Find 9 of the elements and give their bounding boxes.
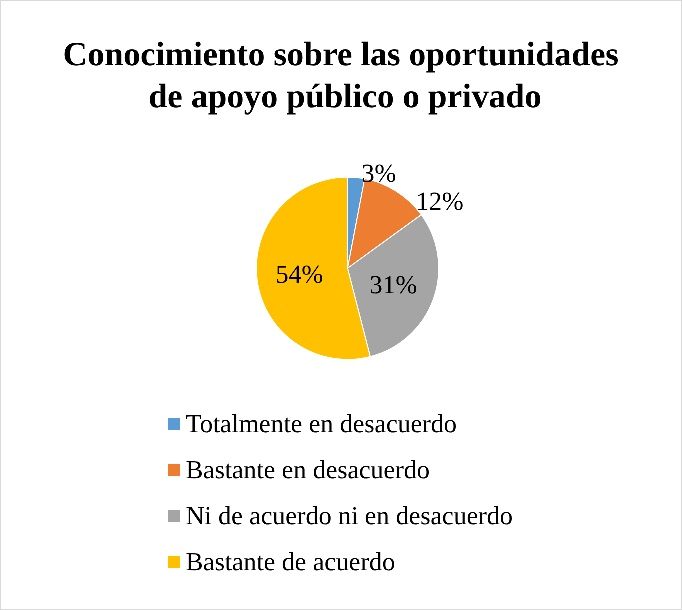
data-label: 31%	[370, 270, 418, 300]
data-label: 54%	[276, 260, 324, 290]
legend-label: Bastante en desacuerdo	[186, 456, 430, 484]
data-label: 3%	[362, 159, 396, 188]
legend-label: Ni de acuerdo ni en desacuerdo	[186, 502, 514, 530]
legend-label: Totalmente en desacuerdo	[186, 410, 458, 438]
data-label: 12%	[416, 187, 464, 216]
chart-title: Conocimiento sobre las oportunidades de apoyo público o privado	[63, 36, 619, 116]
legend-label: Bastante de acuerdo	[186, 548, 396, 576]
